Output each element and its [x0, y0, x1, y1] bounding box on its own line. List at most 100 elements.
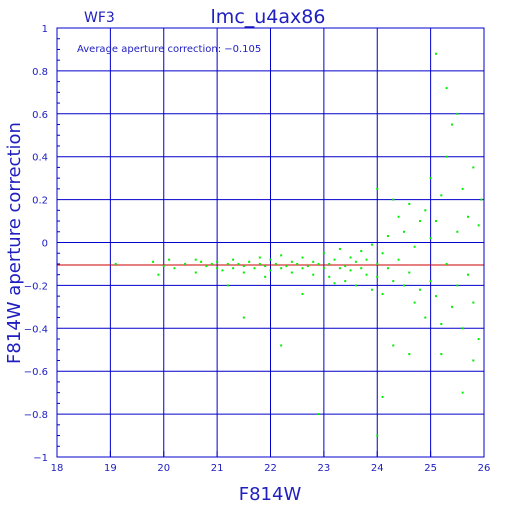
data-point	[397, 215, 400, 218]
data-point	[242, 316, 245, 319]
data-point	[472, 359, 475, 362]
data-point	[242, 271, 245, 274]
data-point	[258, 256, 261, 259]
x-tick-label: 22	[264, 463, 277, 474]
data-point	[381, 395, 384, 398]
data-point	[472, 301, 475, 304]
data-point	[376, 434, 379, 437]
data-point	[434, 220, 437, 223]
data-point	[221, 269, 224, 272]
data-point	[429, 280, 432, 283]
data-point	[413, 245, 416, 248]
data-point	[322, 252, 325, 255]
x-tick-label: 25	[424, 463, 437, 474]
y-tick-label: −0.6	[24, 367, 48, 378]
x-tick-label: 19	[104, 463, 117, 474]
data-points	[114, 52, 483, 437]
data-point	[274, 262, 277, 265]
data-point	[429, 237, 432, 240]
data-point	[408, 271, 411, 274]
data-point	[205, 265, 208, 268]
data-point	[344, 280, 347, 283]
data-point	[290, 271, 293, 274]
data-point	[429, 177, 432, 180]
y-tick-label: 0	[42, 239, 48, 250]
data-point	[312, 260, 315, 263]
data-point	[408, 353, 411, 356]
data-point	[290, 260, 293, 263]
data-point	[333, 282, 336, 285]
data-point	[450, 123, 453, 126]
data-point	[312, 273, 315, 276]
data-point	[232, 267, 235, 270]
data-point	[349, 256, 352, 259]
data-point	[440, 353, 443, 356]
data-point	[280, 267, 283, 270]
x-tick-labels: 18 19 20 21 22 23 24 25 26	[51, 451, 491, 474]
data-point	[466, 273, 469, 276]
x-tick-label: 24	[371, 463, 384, 474]
data-point	[242, 265, 245, 268]
y-tick-label: 0.8	[32, 67, 48, 78]
data-point	[434, 295, 437, 298]
data-point	[376, 262, 379, 265]
data-point	[402, 284, 405, 287]
data-point	[440, 323, 443, 326]
y-tick-label: −0.8	[24, 410, 48, 421]
data-point	[456, 284, 459, 287]
x-tick-label: 26	[478, 463, 491, 474]
data-point	[381, 252, 384, 255]
data-point	[386, 235, 389, 238]
data-point	[392, 344, 395, 347]
data-point	[344, 265, 347, 268]
data-point	[194, 258, 197, 261]
data-point	[216, 267, 219, 270]
data-point	[392, 198, 395, 201]
data-point	[173, 267, 176, 270]
data-point	[376, 275, 379, 278]
data-point	[328, 275, 331, 278]
data-point	[210, 262, 213, 265]
data-point	[301, 292, 304, 295]
data-point	[301, 256, 304, 259]
y-tick-label: 1	[42, 24, 48, 35]
data-point	[360, 267, 363, 270]
data-point	[440, 194, 443, 197]
data-point	[397, 258, 400, 261]
data-point	[285, 265, 288, 268]
data-point	[376, 187, 379, 190]
data-point	[477, 338, 480, 341]
data-point	[434, 52, 437, 55]
x-tick-label: 23	[318, 463, 331, 474]
y-tick-label: 0.4	[32, 153, 48, 164]
data-point	[306, 265, 309, 268]
data-point	[216, 260, 219, 263]
data-point	[296, 262, 299, 265]
data-point	[413, 301, 416, 304]
x-tick-label: 18	[51, 463, 64, 474]
data-point	[264, 265, 267, 268]
data-point	[258, 262, 261, 265]
data-point	[317, 413, 320, 416]
data-point	[280, 344, 283, 347]
data-point	[392, 280, 395, 283]
data-point	[408, 202, 411, 205]
y-tick-label: −1	[33, 453, 48, 464]
data-point	[370, 243, 373, 246]
data-point	[472, 166, 475, 169]
data-point	[456, 230, 459, 233]
data-point	[328, 262, 331, 265]
average-annotation: Average aperture correction: −0.105	[77, 44, 261, 55]
data-point	[461, 391, 464, 394]
data-point	[450, 305, 453, 308]
data-point	[338, 267, 341, 270]
data-point	[424, 209, 427, 212]
data-point	[424, 316, 427, 319]
data-point	[445, 262, 448, 265]
y-tick-labels: −1 −0.8 −0.6 −0.4 −0.2 0 0.2 0.4 0.6 0.8 1	[24, 24, 60, 464]
y-tick-label: 0.6	[32, 110, 48, 121]
data-point	[184, 262, 187, 265]
y-tick-label: −0.4	[24, 324, 48, 335]
data-point	[114, 262, 117, 265]
grid-lines	[56, 27, 485, 458]
